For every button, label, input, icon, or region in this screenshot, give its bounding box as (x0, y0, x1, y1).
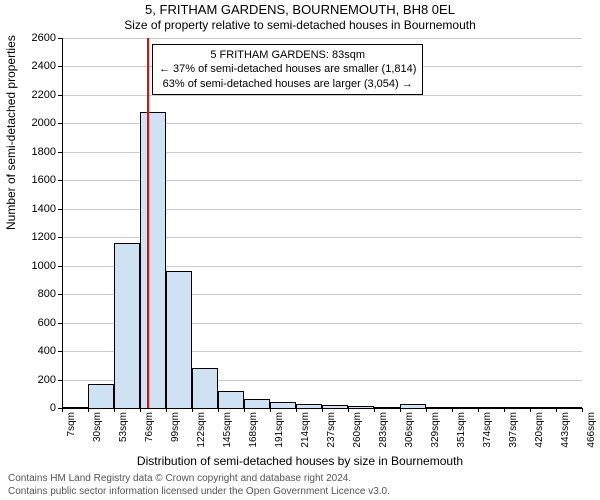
histogram-bar (218, 391, 244, 408)
x-tick-label: 168sqm (248, 412, 259, 448)
histogram-bar (88, 384, 114, 408)
y-tick-label: 200 (16, 374, 56, 386)
x-tick-label: 76sqm (144, 412, 155, 442)
histogram-bar (192, 368, 218, 408)
x-tick-label: 30sqm (92, 412, 103, 442)
x-tick-label: 306sqm (404, 412, 415, 448)
y-tick-label: 2000 (16, 117, 56, 129)
annotation-line-3: 63% of semi-detached houses are larger (… (159, 77, 416, 91)
x-tick-label: 466sqm (586, 412, 597, 448)
x-tick-label: 214sqm (300, 412, 311, 448)
y-tick-label: 600 (16, 317, 56, 329)
footer-attribution: Contains HM Land Registry data © Crown c… (8, 473, 592, 498)
x-tick-label: 374sqm (482, 412, 493, 448)
y-tick-label: 1600 (16, 174, 56, 186)
x-tick-label: 397sqm (508, 412, 519, 448)
y-axis-line (62, 38, 63, 408)
gridline (62, 38, 582, 39)
y-tick-label: 1200 (16, 231, 56, 243)
x-tick-label: 145sqm (222, 412, 233, 448)
x-tick-mark (582, 408, 583, 412)
y-tick-label: 1000 (16, 260, 56, 272)
x-axis-label: Distribution of semi-detached houses by … (0, 454, 600, 468)
y-tick-label: 800 (16, 288, 56, 300)
x-tick-label: 351sqm (456, 412, 467, 448)
y-tick-label: 2400 (16, 60, 56, 72)
reference-line (147, 38, 149, 408)
x-tick-label: 53sqm (118, 412, 129, 442)
x-tick-label: 237sqm (326, 412, 337, 448)
histogram-bar (244, 399, 270, 408)
x-tick-label: 99sqm (170, 412, 181, 442)
footer-line-1: Contains HM Land Registry data © Crown c… (8, 473, 592, 486)
x-tick-label: 443sqm (560, 412, 571, 448)
histogram-bar (114, 243, 140, 408)
y-tick-label: 1400 (16, 203, 56, 215)
y-tick-label: 1800 (16, 146, 56, 158)
chart-title: 5, FRITHAM GARDENS, BOURNEMOUTH, BH8 0EL (0, 2, 600, 17)
annotation-line-2: ← 37% of semi-detached houses are smalle… (159, 62, 416, 76)
x-tick-label: 7sqm (66, 412, 77, 436)
y-tick-label: 400 (16, 345, 56, 357)
y-tick-label: 2600 (16, 32, 56, 44)
chart-container: { "title": "5, FRITHAM GARDENS, BOURNEMO… (0, 0, 600, 500)
x-tick-label: 420sqm (534, 412, 545, 448)
footer-line-2: Contains public sector information licen… (8, 486, 592, 499)
histogram-bar (140, 112, 166, 408)
x-tick-label: 283sqm (378, 412, 389, 448)
x-tick-label: 329sqm (430, 412, 441, 448)
gridline (62, 95, 582, 96)
x-tick-label: 191sqm (274, 412, 285, 448)
histogram-bar (166, 271, 192, 408)
y-tick-label: 0 (16, 402, 56, 414)
plot-area: 7sqm30sqm53sqm76sqm99sqm122sqm145sqm168s… (62, 38, 582, 408)
y-tick-label: 2200 (16, 89, 56, 101)
x-tick-label: 122sqm (196, 412, 207, 448)
x-axis-line (62, 408, 582, 409)
annotation-box: 5 FRITHAM GARDENS: 83sqm← 37% of semi-de… (152, 44, 423, 95)
x-tick-label: 260sqm (352, 412, 363, 448)
annotation-line-1: 5 FRITHAM GARDENS: 83sqm (159, 48, 416, 62)
chart-subtitle: Size of property relative to semi-detach… (0, 18, 600, 32)
